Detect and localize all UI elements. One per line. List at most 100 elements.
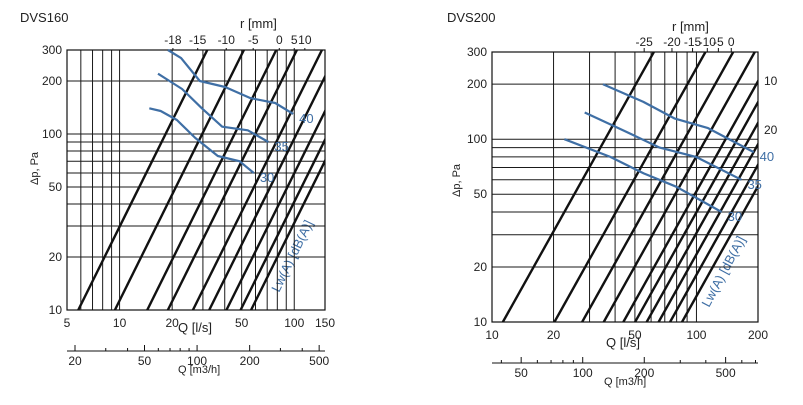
damper-line	[239, 137, 325, 310]
noise-curve-label: 30	[728, 209, 742, 224]
r-tick-label: -15	[684, 35, 702, 49]
r-tick-label: 5	[291, 33, 298, 47]
noise-curve	[167, 49, 294, 115]
noise-curve-label: 35	[747, 177, 761, 192]
x2-tick-label: 200	[240, 354, 260, 368]
r-right-label: 20	[764, 123, 778, 137]
noise-curves: 40 35 30	[149, 49, 314, 185]
x2-tick-label: 50	[138, 354, 152, 368]
x-tick-label: 20	[547, 328, 561, 342]
y-tick-label: 20	[474, 260, 488, 274]
damper-line	[645, 120, 758, 322]
r-tick-label: -20	[663, 35, 681, 49]
noise-curve	[564, 138, 723, 213]
damper-line	[113, 50, 245, 310]
r-tick-label: -5	[713, 35, 724, 49]
y-tick-label: 10	[49, 303, 63, 317]
x-axis: 5 10 20 50 100 150	[64, 316, 336, 330]
damper-line	[191, 50, 324, 310]
y-tick-label: 20	[49, 250, 63, 264]
damper-line	[634, 99, 758, 322]
damper-line	[166, 50, 298, 310]
top-axis-label: r [mm]	[672, 19, 709, 34]
chart-title: DVS200	[447, 10, 495, 25]
r-tick-label: -18	[164, 33, 182, 47]
r-axis: -25 -20 -15-10-5 0 10 20	[636, 35, 778, 137]
noise-curve-label: 40	[299, 111, 313, 126]
noise-curve-label: 30	[260, 170, 274, 185]
x2-tick-label: 500	[716, 366, 736, 380]
r-tick-label: -10	[218, 33, 236, 47]
x2-axis-label: Q [m3/h]	[178, 364, 220, 376]
r-tick-label: -15	[189, 33, 207, 47]
series-label: Lw(A) [dB(A)]	[698, 233, 748, 309]
damper-line	[622, 78, 758, 322]
noise-curve-label: 40	[760, 149, 774, 164]
damper-line	[669, 162, 758, 322]
x-tick-label: 200	[748, 328, 768, 342]
x-tick-label: 100	[284, 316, 304, 330]
chart-dvs200: DVS200 r [mm] Q [l/s] Q [m3/h] Δp, Pa Lw…	[447, 10, 778, 388]
x2-tick-label: 100	[187, 354, 207, 368]
y-axis-label: Δp, Pa	[451, 163, 463, 197]
noise-curve	[149, 107, 255, 174]
top-axis-label: r [mm]	[240, 16, 277, 31]
damper-line	[249, 158, 325, 310]
noise-curves: 40 35 30	[564, 83, 774, 224]
chart-dvs160: DVS160 r [mm] Q [l/s] Q [m3/h] Δp, Pa Lw…	[20, 10, 336, 376]
x2-tick-label: 200	[634, 366, 654, 380]
y-tick-label: 200	[467, 77, 487, 91]
y-tick-label: 50	[49, 180, 63, 194]
y-axis: 10 20 50 100 200 300	[467, 45, 487, 329]
r-tick-label: -5	[248, 33, 259, 47]
damper-line	[602, 52, 756, 322]
r-right-label: 10	[764, 74, 778, 88]
x-axis-label: Q [l/s]	[178, 320, 212, 335]
damper-line	[657, 141, 758, 322]
damper-line	[553, 52, 707, 322]
x-tick-label: 20	[165, 316, 179, 330]
noise-curve	[602, 83, 755, 154]
r-tick-label: -10	[699, 35, 717, 49]
x-tick-label: 50	[235, 316, 249, 330]
noise-curve	[584, 111, 742, 181]
y-tick-label: 300	[467, 45, 487, 59]
damper-line	[225, 108, 325, 310]
x-tick-label: 5	[64, 316, 71, 330]
r-tick-label: 0	[728, 35, 735, 49]
x-tick-label: 50	[628, 328, 642, 342]
x2-tick-label: 500	[309, 354, 329, 368]
damper-line	[208, 73, 325, 310]
x2-axis: 20 50 100 200 500	[67, 345, 329, 368]
damper-lines	[501, 52, 758, 322]
y-axis: 10 20 50 100 200 300	[42, 43, 62, 317]
x-axis-label: Q [l/s]	[606, 335, 640, 350]
x-tick-label: 10	[113, 316, 127, 330]
y-tick-label: 50	[474, 187, 488, 201]
damper-line	[680, 183, 758, 322]
noise-curve	[157, 72, 269, 143]
damper-line	[146, 50, 278, 310]
y-tick-label: 300	[42, 43, 62, 57]
r-axis: -18 -15 -10 -5 0 5 10	[164, 33, 312, 50]
x-tick-label: 100	[686, 328, 706, 342]
damper-line	[501, 52, 655, 322]
y-tick-label: 10	[474, 315, 488, 329]
damper-line	[581, 52, 735, 322]
x-tick-label: 150	[315, 316, 335, 330]
y-axis-label: Δp, Pa	[29, 151, 41, 185]
r-tick-label: 10	[298, 33, 312, 47]
r-tick-label: 0	[276, 33, 283, 47]
chart-title: DVS160	[20, 10, 68, 25]
grid	[66, 49, 326, 311]
x2-tick-label: 20	[68, 354, 82, 368]
y-tick-label: 200	[42, 74, 62, 88]
noise-curve-label: 35	[274, 139, 288, 154]
damper-lines	[77, 50, 325, 310]
x2-axis: 50 100 200 500	[492, 357, 758, 380]
r-tick-label: -25	[636, 35, 654, 49]
plot-frame	[66, 49, 326, 311]
x2-tick-label: 50	[514, 366, 528, 380]
x-tick-label: 10	[485, 328, 499, 342]
